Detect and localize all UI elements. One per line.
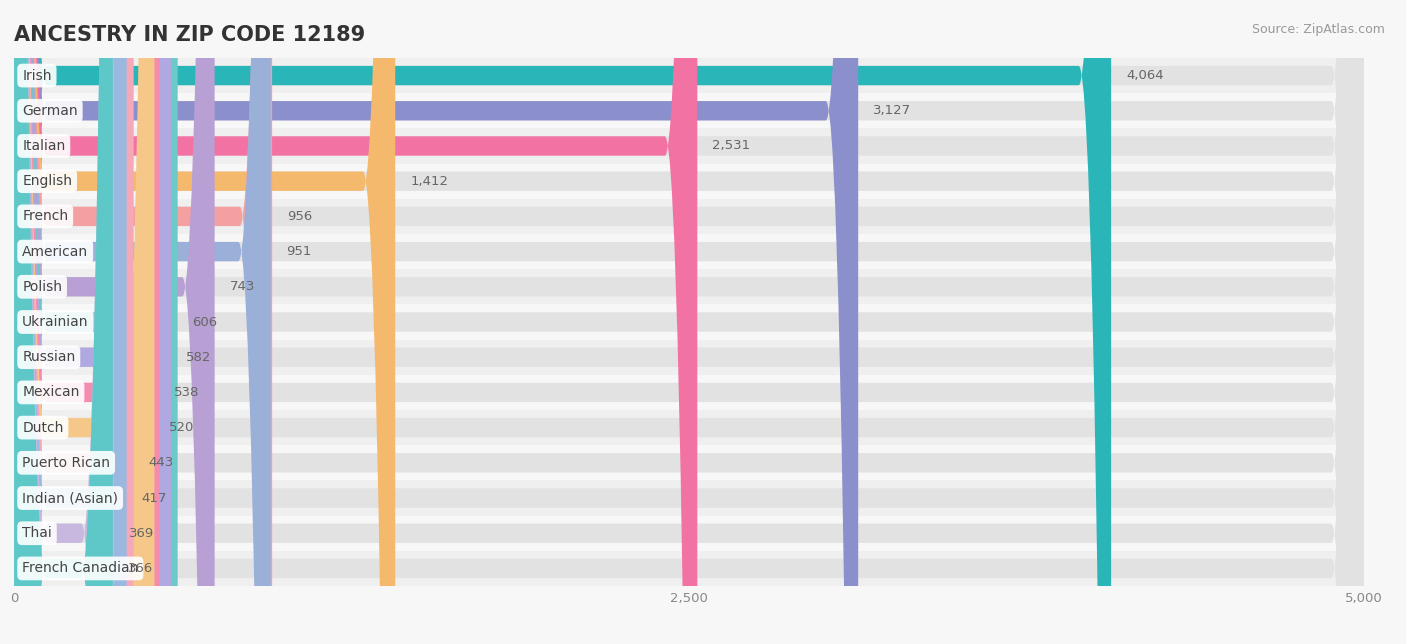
FancyBboxPatch shape bbox=[14, 0, 697, 644]
FancyBboxPatch shape bbox=[14, 0, 1364, 644]
FancyBboxPatch shape bbox=[14, 0, 112, 644]
Text: ANCESTRY IN ZIP CODE 12189: ANCESTRY IN ZIP CODE 12189 bbox=[14, 25, 366, 45]
Text: 366: 366 bbox=[128, 562, 153, 575]
Text: 417: 417 bbox=[142, 491, 167, 504]
Text: 3,127: 3,127 bbox=[873, 104, 911, 117]
FancyBboxPatch shape bbox=[14, 0, 172, 644]
Text: Irish: Irish bbox=[22, 68, 52, 82]
Text: 2,531: 2,531 bbox=[713, 140, 751, 153]
FancyBboxPatch shape bbox=[14, 0, 215, 644]
FancyBboxPatch shape bbox=[14, 375, 1364, 410]
FancyBboxPatch shape bbox=[14, 0, 1364, 644]
Text: Ukrainian: Ukrainian bbox=[22, 315, 89, 329]
FancyBboxPatch shape bbox=[14, 0, 271, 644]
Text: Russian: Russian bbox=[22, 350, 76, 365]
FancyBboxPatch shape bbox=[14, 0, 395, 644]
FancyBboxPatch shape bbox=[14, 0, 1364, 644]
Text: 743: 743 bbox=[229, 280, 254, 293]
FancyBboxPatch shape bbox=[14, 269, 1364, 305]
FancyBboxPatch shape bbox=[14, 0, 1111, 644]
FancyBboxPatch shape bbox=[14, 0, 1364, 644]
Text: 369: 369 bbox=[128, 527, 153, 540]
FancyBboxPatch shape bbox=[14, 234, 1364, 269]
FancyBboxPatch shape bbox=[14, 199, 1364, 234]
FancyBboxPatch shape bbox=[14, 0, 273, 644]
Text: 1,412: 1,412 bbox=[411, 175, 449, 187]
FancyBboxPatch shape bbox=[14, 0, 1364, 644]
Text: Puerto Rican: Puerto Rican bbox=[22, 456, 110, 470]
Text: German: German bbox=[22, 104, 77, 118]
FancyBboxPatch shape bbox=[14, 0, 1364, 644]
FancyBboxPatch shape bbox=[14, 93, 1364, 128]
FancyBboxPatch shape bbox=[14, 0, 177, 644]
Text: American: American bbox=[22, 245, 89, 259]
FancyBboxPatch shape bbox=[14, 445, 1364, 480]
FancyBboxPatch shape bbox=[14, 164, 1364, 199]
Text: 582: 582 bbox=[186, 351, 211, 364]
FancyBboxPatch shape bbox=[14, 0, 1364, 644]
FancyBboxPatch shape bbox=[14, 480, 1364, 516]
Text: 4,064: 4,064 bbox=[1126, 69, 1164, 82]
FancyBboxPatch shape bbox=[14, 0, 159, 644]
FancyBboxPatch shape bbox=[14, 410, 1364, 445]
FancyBboxPatch shape bbox=[14, 0, 1364, 644]
Text: Source: ZipAtlas.com: Source: ZipAtlas.com bbox=[1251, 23, 1385, 35]
FancyBboxPatch shape bbox=[14, 0, 1364, 644]
FancyBboxPatch shape bbox=[14, 0, 1364, 644]
FancyBboxPatch shape bbox=[14, 58, 1364, 93]
Text: English: English bbox=[22, 174, 72, 188]
Text: French: French bbox=[22, 209, 69, 223]
FancyBboxPatch shape bbox=[14, 0, 155, 644]
FancyBboxPatch shape bbox=[14, 0, 1364, 644]
Text: 520: 520 bbox=[169, 421, 194, 434]
Text: Italian: Italian bbox=[22, 139, 66, 153]
Text: Mexican: Mexican bbox=[22, 385, 80, 399]
FancyBboxPatch shape bbox=[14, 0, 127, 644]
FancyBboxPatch shape bbox=[14, 0, 1364, 644]
Text: Dutch: Dutch bbox=[22, 421, 63, 435]
FancyBboxPatch shape bbox=[14, 0, 114, 644]
FancyBboxPatch shape bbox=[14, 0, 858, 644]
Text: 956: 956 bbox=[287, 210, 312, 223]
FancyBboxPatch shape bbox=[14, 0, 1364, 644]
FancyBboxPatch shape bbox=[14, 516, 1364, 551]
Text: Thai: Thai bbox=[22, 526, 52, 540]
Text: 443: 443 bbox=[149, 457, 174, 469]
Text: 538: 538 bbox=[174, 386, 200, 399]
Text: Polish: Polish bbox=[22, 279, 62, 294]
Text: Indian (Asian): Indian (Asian) bbox=[22, 491, 118, 505]
FancyBboxPatch shape bbox=[14, 0, 134, 644]
Text: 606: 606 bbox=[193, 316, 218, 328]
FancyBboxPatch shape bbox=[14, 551, 1364, 586]
FancyBboxPatch shape bbox=[14, 305, 1364, 339]
FancyBboxPatch shape bbox=[14, 339, 1364, 375]
FancyBboxPatch shape bbox=[14, 0, 1364, 644]
Text: French Canadian: French Canadian bbox=[22, 562, 139, 576]
FancyBboxPatch shape bbox=[14, 128, 1364, 164]
FancyBboxPatch shape bbox=[14, 0, 1364, 644]
Text: 951: 951 bbox=[285, 245, 311, 258]
